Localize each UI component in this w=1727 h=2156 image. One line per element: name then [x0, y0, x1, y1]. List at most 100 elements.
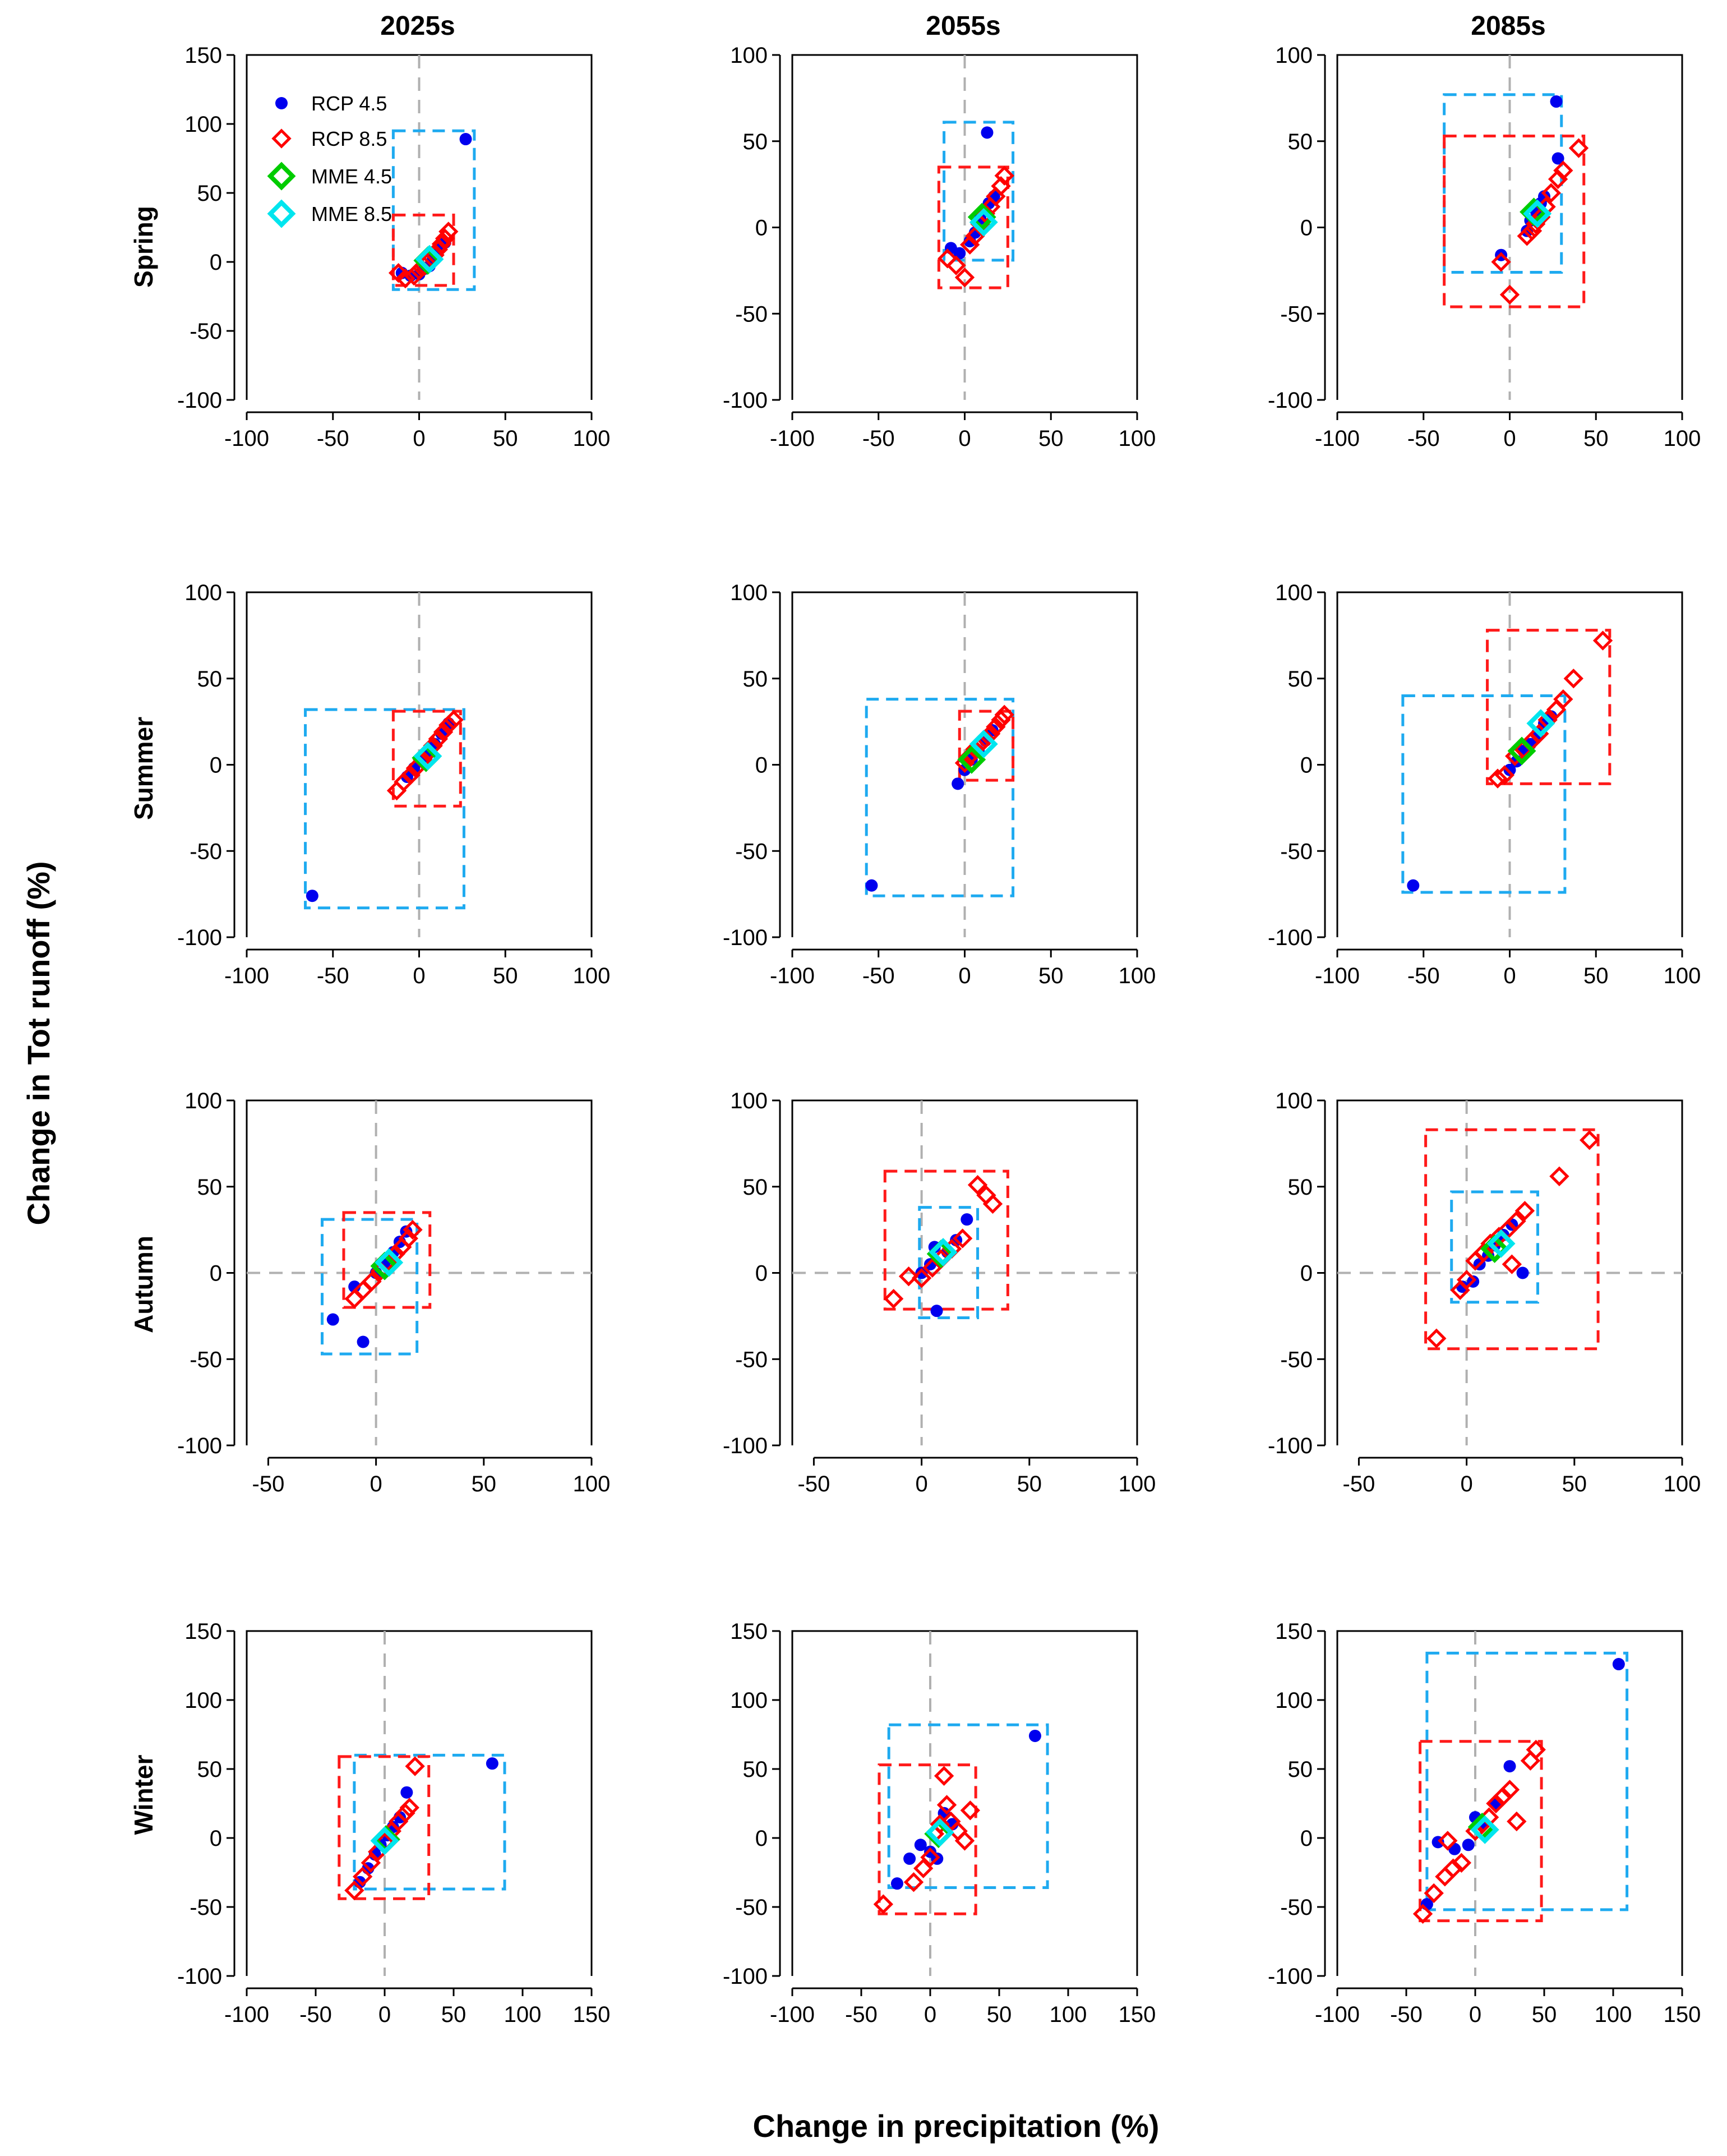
point-rcp45 — [348, 1280, 361, 1293]
y-tick-label: 100 — [730, 43, 768, 68]
point-rcp85 — [1493, 1786, 1513, 1807]
y-tick-label: -50 — [190, 319, 222, 344]
point-rcp85 — [994, 165, 1014, 186]
point-rcp45 — [914, 1839, 927, 1851]
x-tick-label: -50 — [317, 426, 349, 451]
point-rcp85 — [433, 722, 454, 742]
y-tick-label: -50 — [1280, 1895, 1313, 1920]
point-rcp85 — [400, 765, 421, 785]
x-tick-label: 100 — [1119, 1472, 1156, 1496]
row-title-autumn: Autumn — [129, 1236, 158, 1333]
y-tick-label: 50 — [197, 1757, 223, 1782]
legend-marker-rcp45 — [275, 97, 288, 109]
x-tick-label: 100 — [1050, 2002, 1087, 2027]
y-tick-label: -100 — [723, 1434, 768, 1458]
y-tick-label: -50 — [1280, 1347, 1313, 1372]
range-box-rcp45 — [887, 1723, 1049, 1890]
point-rcp85 — [1526, 1739, 1546, 1760]
point-rcp85 — [1494, 765, 1514, 785]
x-tick-label: 0 — [370, 1472, 382, 1496]
point-rcp85 — [386, 780, 407, 801]
plot-frame — [791, 1630, 1138, 1976]
range-box-rcp45 — [865, 698, 1015, 897]
point-mme85 — [1470, 1815, 1499, 1844]
panel-winter-2085s: -100 -50 0 50 100 150 -100 -50 0 50 100 150 — [1268, 1619, 1701, 2027]
y-tick-label: 0 — [755, 1826, 768, 1851]
range-box-rcp85 — [342, 1211, 432, 1309]
x-tick-label: 0 — [958, 964, 971, 988]
y-tick-label: 150 — [184, 43, 222, 68]
y-tick-label: 50 — [1288, 1175, 1313, 1200]
y-tick-label: 100 — [184, 1089, 222, 1113]
point-mme85 — [1526, 709, 1555, 738]
point-rcp85 — [1486, 1793, 1506, 1814]
point-mme85 — [929, 1238, 958, 1267]
panel-spring-2085s: -100 -50 0 50 100 -100 -50 0 50 100 — [1268, 43, 1701, 451]
point-rcp85 — [1522, 220, 1543, 241]
y-tick-label: -100 — [723, 388, 768, 413]
point-rcp85 — [405, 1756, 425, 1776]
point-rcp85 — [1548, 169, 1568, 190]
point-mme85 — [413, 741, 442, 771]
x-tick-label: 100 — [573, 1472, 611, 1496]
point-rcp85 — [883, 1288, 904, 1309]
x-tick-label: 150 — [573, 2002, 611, 2027]
legend-marker-rcp85 — [271, 128, 292, 149]
point-rcp45 — [1551, 152, 1564, 165]
x-tick-label: 0 — [916, 1472, 928, 1496]
point-rcp85 — [362, 1272, 382, 1292]
point-rcp85 — [385, 1243, 405, 1264]
point-rcp85 — [1435, 1867, 1455, 1887]
x-tick-label: 0 — [413, 426, 425, 451]
plot-frame — [1336, 1630, 1683, 1976]
point-rcp85 — [398, 1228, 418, 1249]
point-rcp85 — [403, 1219, 423, 1240]
y-tick-label: -50 — [190, 839, 222, 864]
y-tick-label: -100 — [723, 925, 768, 950]
panel-autumn-2025s: -50 0 50 100 -100 -50 0 50 100 — [177, 1089, 610, 1496]
point-rcp85 — [934, 1766, 954, 1786]
point-rcp85 — [982, 1194, 1003, 1214]
x-tick-label: 50 — [987, 2002, 1012, 2027]
legend-marker-mme45 — [267, 162, 296, 191]
point-rcp45 — [903, 1852, 916, 1865]
y-tick-label: 100 — [730, 1089, 768, 1113]
x-tick-label: 100 — [504, 2002, 542, 2027]
x-tick-label: 100 — [1595, 2002, 1632, 2027]
y-tick-label: 100 — [184, 1688, 222, 1713]
point-rcp85 — [1549, 1166, 1569, 1186]
legend: RCP 4.5 RCP 8.5 MME 4.5 MME 8.5 — [267, 92, 392, 228]
point-rcp85 — [1426, 1328, 1447, 1349]
point-rcp85 — [444, 710, 464, 730]
y-tick-label: -100 — [177, 925, 222, 950]
point-rcp85 — [1514, 1201, 1535, 1221]
x-tick-label: -100 — [1315, 2002, 1360, 2027]
point-rcp45 — [1503, 1760, 1516, 1773]
point-rcp85 — [1438, 1831, 1458, 1851]
point-rcp45 — [400, 1786, 413, 1799]
point-rcp85 — [1592, 630, 1613, 651]
range-box-rcp85 — [958, 710, 1015, 782]
y-tick-label: 100 — [1275, 1688, 1313, 1713]
legend-label-mme85: MME 8.5 — [311, 202, 392, 225]
point-rcp85 — [1541, 183, 1561, 203]
y-tick-label: 0 — [210, 753, 222, 778]
y-tick-label: 0 — [1300, 216, 1313, 241]
point-rcp85 — [1563, 669, 1583, 689]
col-title-2025s: 2025s — [380, 11, 455, 41]
y-tick-label: -100 — [177, 1434, 222, 1458]
point-rcp85 — [898, 1266, 919, 1287]
range-box-rcp45 — [304, 708, 465, 910]
y-tick-label: 50 — [1288, 130, 1313, 154]
x-tick-label: 100 — [1119, 964, 1156, 988]
point-rcp45 — [1516, 1266, 1529, 1279]
point-rcp85 — [1499, 1780, 1520, 1800]
point-rcp85 — [1506, 1211, 1526, 1231]
y-tick-label: -50 — [1280, 302, 1313, 326]
y-tick-label: 100 — [1275, 43, 1313, 68]
y-tick-label: 0 — [210, 250, 222, 275]
point-rcp85 — [435, 228, 455, 248]
x-tick-label: 50 — [1038, 426, 1064, 451]
point-mme85 — [969, 208, 998, 237]
y-tick-label: -50 — [1280, 839, 1313, 864]
